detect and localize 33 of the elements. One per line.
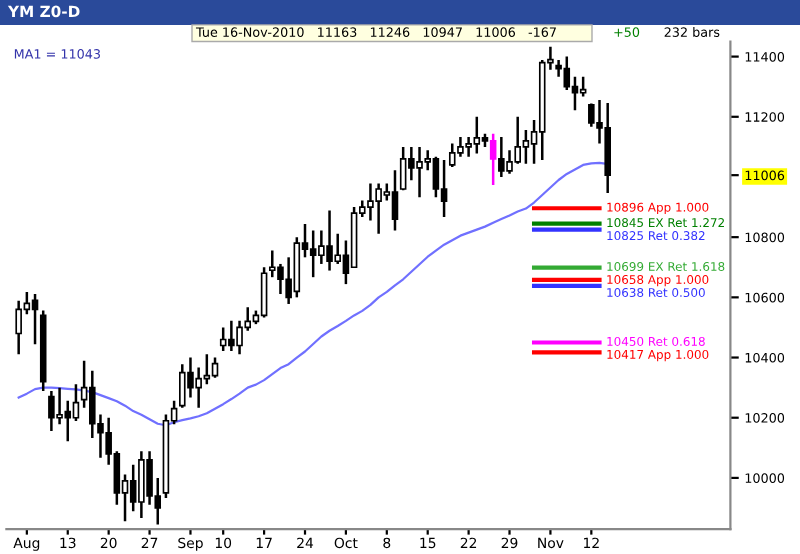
candlestick [448, 142, 456, 169]
candlestick [318, 229, 325, 266]
candlestick [399, 145, 407, 192]
candlestick [268, 249, 276, 279]
candlestick [129, 463, 137, 513]
candlestick [391, 169, 399, 232]
candlestick [563, 55, 571, 92]
candlestick [579, 75, 587, 98]
candlestick [334, 232, 342, 266]
candlestick [48, 389, 55, 433]
candlestick [375, 182, 382, 236]
candlestick [228, 319, 235, 353]
candlestick [178, 362, 186, 410]
candlestick [260, 266, 268, 319]
candlestick [195, 366, 202, 410]
candlestick [309, 229, 317, 279]
candlestick [72, 383, 80, 423]
candlestick [604, 101, 611, 195]
candlestick [326, 209, 333, 272]
candlestick [138, 449, 145, 520]
candlestick [416, 145, 423, 199]
candlestick [440, 158, 448, 219]
candlestick [465, 135, 472, 159]
candlestick [522, 128, 530, 165]
candlestick [15, 299, 22, 356]
candlestick [498, 135, 505, 179]
candlestick [489, 132, 497, 187]
candlestick [432, 155, 440, 199]
candlestick [211, 356, 219, 379]
candlestick [457, 135, 464, 159]
candlestick [571, 75, 579, 112]
candlestick [56, 386, 63, 426]
candlestick [473, 115, 481, 155]
